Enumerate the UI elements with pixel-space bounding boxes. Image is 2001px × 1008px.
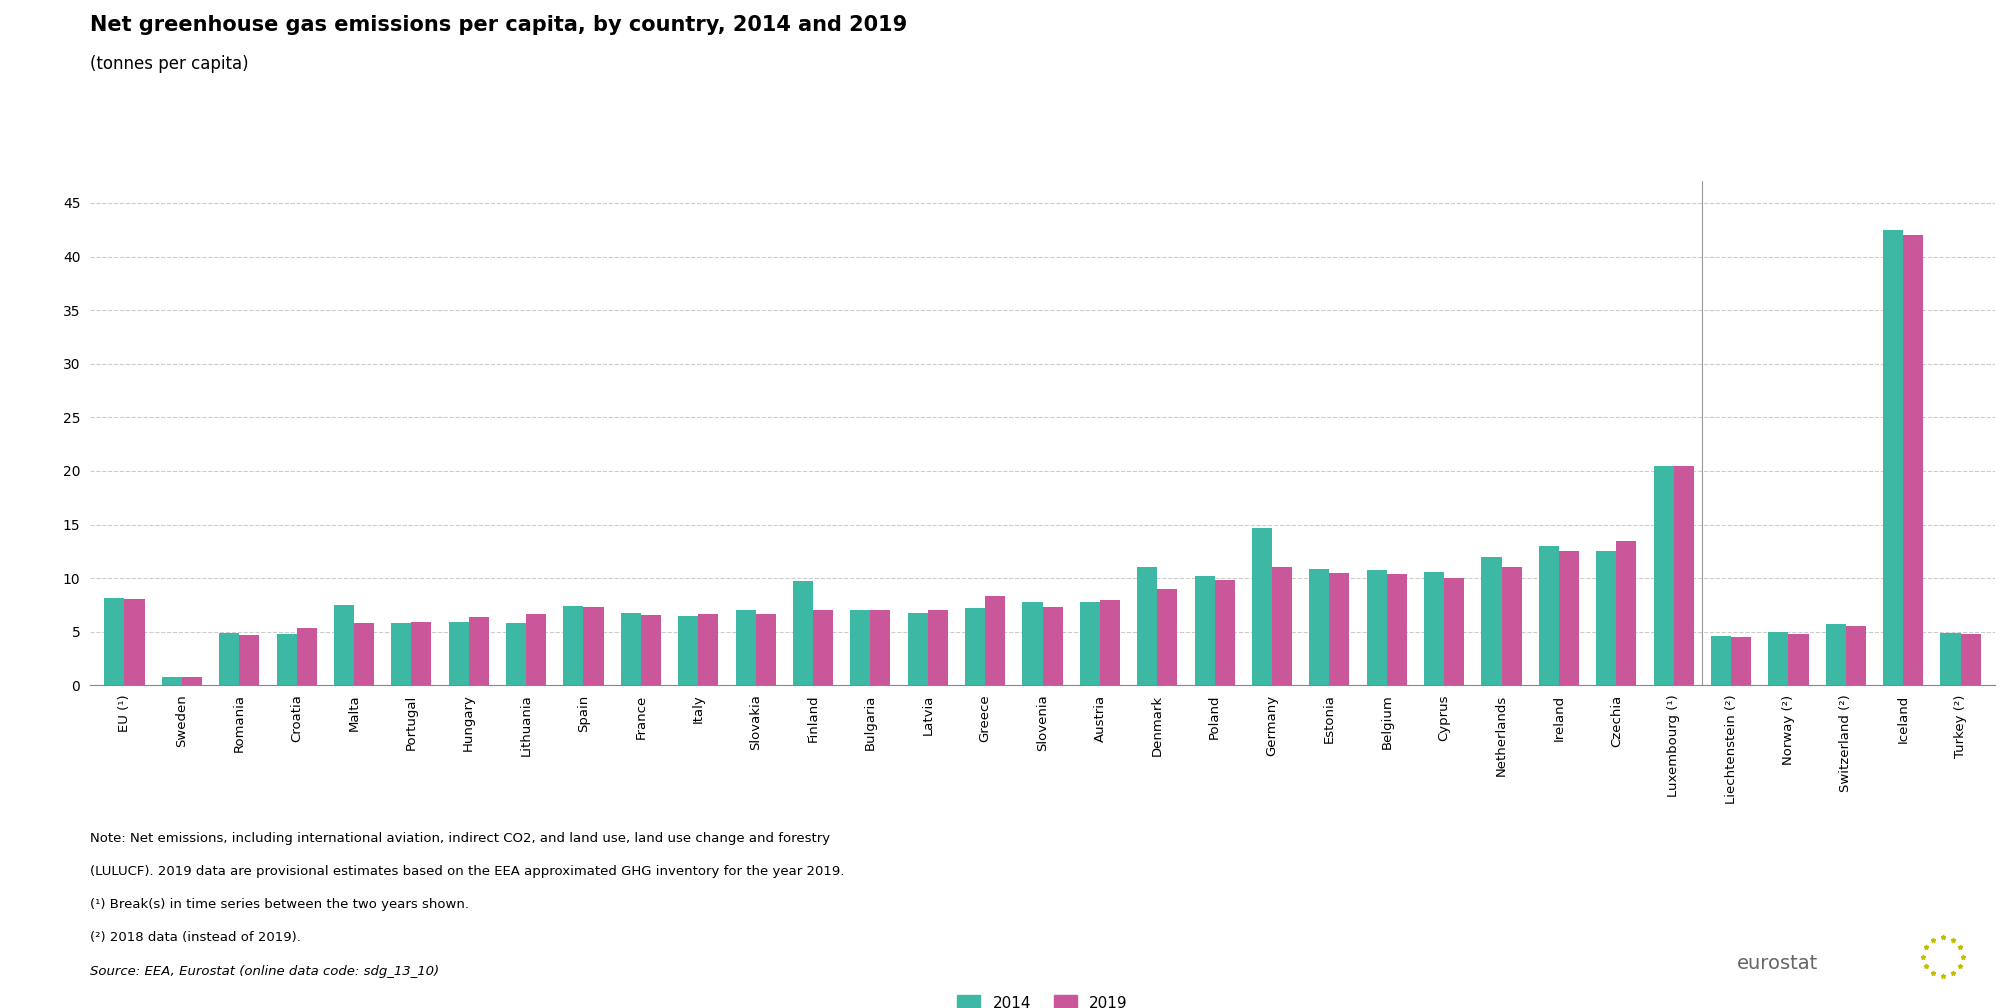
Bar [354, 623, 374, 685]
Bar [1769, 632, 1789, 685]
Bar [928, 611, 948, 685]
Bar [1789, 634, 1809, 685]
Bar [984, 597, 1005, 685]
Bar [1653, 466, 1673, 685]
Bar [1367, 570, 1387, 685]
Bar [620, 613, 640, 685]
Bar [1023, 602, 1043, 685]
Bar [698, 614, 718, 685]
Bar [1273, 568, 1293, 685]
Bar [1941, 633, 1961, 685]
Text: (tonnes per capita): (tonnes per capita) [90, 55, 248, 74]
Bar [1845, 626, 1865, 685]
Bar [1081, 602, 1101, 685]
Bar [1215, 581, 1235, 685]
Bar [276, 634, 296, 685]
Bar [1825, 624, 1845, 685]
Bar [1597, 551, 1617, 685]
Bar [908, 613, 928, 685]
Bar [584, 607, 604, 685]
Bar [1961, 634, 1981, 685]
Bar [850, 611, 870, 685]
Bar [1539, 546, 1559, 685]
Bar [678, 616, 698, 685]
Bar [448, 622, 468, 685]
Text: (LULUCF). 2019 data are provisional estimates based on the EEA approximated GHG : (LULUCF). 2019 data are provisional esti… [90, 865, 844, 878]
Bar [162, 676, 182, 685]
Text: (²) 2018 data (instead of 2019).: (²) 2018 data (instead of 2019). [90, 931, 300, 944]
Bar [104, 598, 124, 685]
Bar [1501, 568, 1521, 685]
Bar [506, 623, 526, 685]
Bar [526, 614, 546, 685]
Bar [1043, 607, 1063, 685]
Bar [1445, 579, 1465, 685]
Text: eurostat: eurostat [1737, 954, 1819, 973]
Bar [1387, 574, 1407, 685]
Bar [468, 617, 488, 685]
Bar [1711, 636, 1731, 685]
Bar [564, 606, 584, 685]
Bar [1309, 569, 1329, 685]
Bar [792, 582, 812, 685]
Bar [1481, 556, 1501, 685]
Text: (¹) Break(s) in time series between the two years shown.: (¹) Break(s) in time series between the … [90, 898, 468, 911]
Bar [1903, 235, 1923, 685]
Bar [1425, 572, 1445, 685]
Text: Net greenhouse gas emissions per capita, by country, 2014 and 2019: Net greenhouse gas emissions per capita,… [90, 15, 906, 35]
Bar [1101, 600, 1121, 685]
Bar [640, 615, 660, 685]
Bar [392, 623, 412, 685]
Bar [736, 611, 756, 685]
Bar [1195, 576, 1215, 685]
Bar [296, 628, 316, 685]
Bar [1731, 637, 1751, 685]
Bar [756, 614, 776, 685]
Bar [812, 611, 832, 685]
Bar [124, 599, 144, 685]
Bar [1253, 528, 1273, 685]
Bar [1559, 551, 1579, 685]
Text: Source: EEA, Eurostat (online data code: sdg_13_10): Source: EEA, Eurostat (online data code:… [90, 965, 438, 978]
Bar [964, 608, 984, 685]
Legend: 2014, 2019: 2014, 2019 [956, 996, 1129, 1008]
Text: Note: Net emissions, including international aviation, indirect CO2, and land us: Note: Net emissions, including internati… [90, 832, 830, 845]
Bar [1157, 589, 1177, 685]
Bar [1673, 466, 1693, 685]
Bar [240, 635, 260, 685]
Bar [334, 605, 354, 685]
Bar [220, 633, 240, 685]
Bar [182, 676, 202, 685]
Bar [1617, 540, 1637, 685]
Bar [870, 611, 890, 685]
Bar [1883, 230, 1903, 685]
Bar [1329, 573, 1349, 685]
Bar [412, 622, 432, 685]
Bar [1137, 568, 1157, 685]
